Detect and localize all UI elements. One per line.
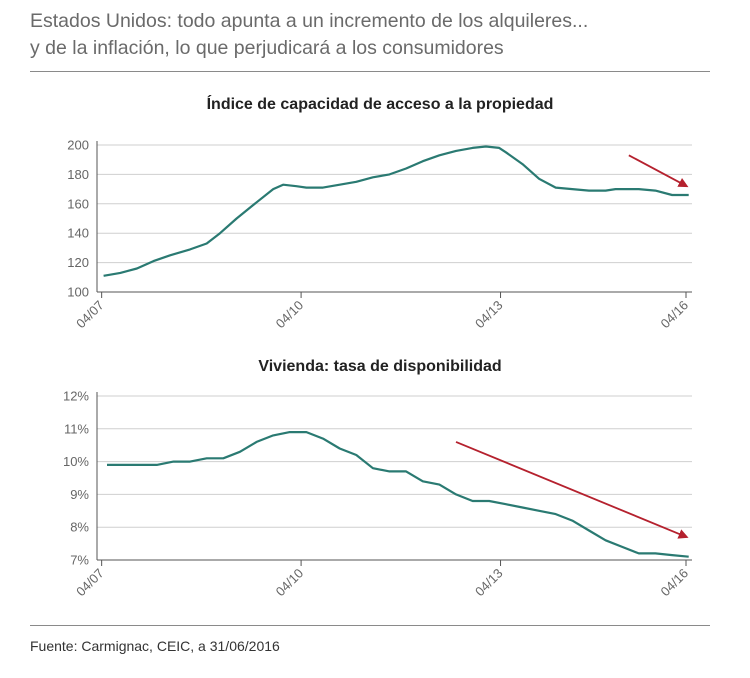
top-divider bbox=[30, 71, 710, 72]
y-tick-label: 8% bbox=[70, 520, 89, 535]
y-tick-label: 100 bbox=[67, 285, 89, 300]
y-tick-label: 200 bbox=[67, 138, 89, 153]
title-line-2: y de la inflación, lo que perjudicará a … bbox=[30, 37, 504, 59]
source-note: Fuente: Carmignac, CEIC, a 31/06/2016 bbox=[30, 638, 280, 654]
y-tick-label: 160 bbox=[67, 196, 89, 211]
chart-title-vacancy-rate: Vivienda: tasa de disponibilidad bbox=[258, 358, 502, 375]
title-line-1: Estados Unidos: todo apunta a un increme… bbox=[30, 10, 589, 32]
x-tick-label: 04/07 bbox=[73, 298, 107, 332]
x-tick-label: 04/10 bbox=[273, 298, 307, 332]
series-line bbox=[103, 145, 689, 277]
chart-title-affordability-index: Índice de capacidad de acceso a la propi… bbox=[206, 96, 554, 113]
y-tick-label: 12% bbox=[63, 389, 89, 404]
bottom-divider bbox=[30, 625, 710, 626]
y-tick-label: 180 bbox=[67, 167, 89, 182]
x-tick-label: 04/10 bbox=[273, 566, 307, 600]
x-tick-label: 04/13 bbox=[472, 566, 506, 600]
y-tick-label: 11% bbox=[64, 421, 89, 436]
trend-arrow bbox=[455, 441, 689, 539]
x-tick-label: 04/16 bbox=[658, 298, 692, 332]
y-tick-label: 120 bbox=[67, 255, 89, 270]
y-tick-label: 10% bbox=[63, 454, 89, 469]
series-line bbox=[107, 430, 689, 558]
x-tick-label: 04/13 bbox=[472, 298, 506, 332]
x-tick-label: 04/07 bbox=[73, 566, 107, 600]
y-tick-label: 9% bbox=[70, 487, 89, 502]
y-tick-label: 7% bbox=[70, 553, 89, 568]
affordability-index-chart: 100 120 140 160 180 200 04/07 04/10 04/13 04/16 bbox=[67, 138, 692, 332]
vacancy-rate-chart: 7% 8% 9% 10% 11% 12% 04/07 04/10 04/13 04/16 bbox=[63, 389, 692, 600]
trend-arrow bbox=[628, 154, 689, 188]
y-tick-label: 140 bbox=[67, 226, 89, 241]
x-tick-label: 04/16 bbox=[658, 566, 692, 600]
page-title: Estados Unidos: todo apunta a un increme… bbox=[30, 8, 588, 62]
